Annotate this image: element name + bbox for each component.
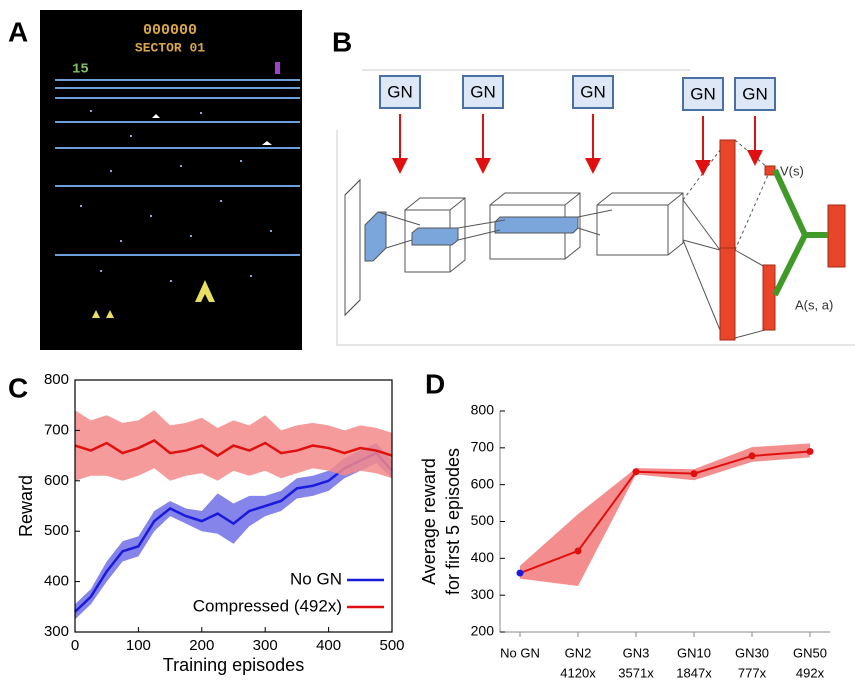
x-tick-sublabel: 4120x bbox=[560, 665, 596, 680]
y-tick-label: 800 bbox=[44, 371, 69, 388]
panel-label: C bbox=[8, 372, 28, 403]
x-tick-label: 300 bbox=[253, 637, 278, 654]
sector: SECTOR 01 bbox=[135, 40, 205, 55]
icon bbox=[275, 62, 280, 74]
chart: 200 300 400 500 600 700 800 No GN GN2 4120x GN3 357… bbox=[419, 402, 830, 680]
y-tick-label: 300 bbox=[471, 586, 495, 602]
player-ship bbox=[195, 280, 215, 302]
y-tick-label: 200 bbox=[471, 623, 495, 639]
layers bbox=[344, 139, 769, 339]
x-tick-label: 200 bbox=[189, 637, 214, 654]
y-axis-label: for first 5 episodes bbox=[443, 448, 463, 595]
reserve-ships bbox=[92, 310, 114, 318]
y-tick-label: 500 bbox=[44, 522, 69, 539]
gn-label: GN bbox=[742, 84, 768, 103]
x-tick-sublabel: 492x bbox=[796, 665, 825, 680]
legend-label: Compressed (492x) bbox=[193, 596, 342, 615]
error-band bbox=[520, 443, 810, 586]
enemy bbox=[152, 114, 160, 118]
lives: 15 bbox=[72, 62, 89, 78]
gn-boxes: GN GN GN GN GN bbox=[379, 75, 776, 111]
x-tick-label: GN30 bbox=[735, 645, 769, 660]
y-axis-label: Average reward bbox=[419, 458, 439, 585]
fc-layers bbox=[719, 139, 846, 341]
x-tick-label: GN10 bbox=[677, 645, 711, 660]
point bbox=[690, 470, 698, 478]
series-line bbox=[519, 450, 811, 575]
advantage-label: A(s, a) bbox=[795, 297, 833, 312]
y-tick-label: 700 bbox=[471, 439, 495, 455]
legend-label: No GN bbox=[290, 569, 342, 588]
panel-label: D bbox=[425, 368, 445, 399]
x-tick-sublabel: 777x bbox=[738, 665, 767, 680]
panel-label: A bbox=[8, 16, 28, 47]
game-screen: 000000 SECTOR 01 15 bbox=[40, 10, 302, 350]
point bbox=[574, 547, 582, 555]
axes bbox=[499, 411, 830, 633]
y-tick-label: 400 bbox=[471, 549, 495, 565]
frame bbox=[336, 69, 855, 346]
x-tick-label: 100 bbox=[126, 637, 151, 654]
y-axis-label: Reward bbox=[16, 475, 36, 537]
gn-arrows bbox=[392, 114, 763, 176]
y-tick-label: 700 bbox=[44, 421, 69, 438]
y-tick-label: 300 bbox=[44, 623, 69, 640]
x-tick-sublabel: 1847x bbox=[676, 665, 712, 680]
gn-label: GN bbox=[387, 82, 413, 101]
x-axis-label: Training episodes bbox=[163, 655, 304, 675]
x-tick-label: GN2 bbox=[565, 645, 592, 660]
x-tick-sublabel: 3571x bbox=[618, 665, 654, 680]
series-line bbox=[74, 439, 393, 458]
x-tick-label: 0 bbox=[71, 637, 79, 654]
point bbox=[632, 468, 640, 476]
x-tick-label: No GN bbox=[500, 645, 540, 660]
value-label: V(s) bbox=[780, 163, 804, 178]
y-tick-label: 500 bbox=[471, 512, 495, 528]
panel-label: B bbox=[332, 26, 352, 57]
network-diagram: V(s) A(s, a) GN GN GN GN GN bbox=[336, 69, 855, 346]
plot-frame bbox=[74, 379, 393, 633]
point bbox=[516, 569, 524, 577]
beams bbox=[55, 79, 300, 256]
x-tick-label: 500 bbox=[379, 637, 404, 654]
score: 000000 bbox=[143, 22, 197, 39]
gn-label: GN bbox=[690, 84, 716, 103]
y-tick-label: 600 bbox=[471, 475, 495, 491]
screen bbox=[40, 10, 302, 350]
x-tick-label: GN50 bbox=[793, 645, 827, 660]
y-tick-label: 800 bbox=[471, 402, 495, 418]
dueling-merge bbox=[772, 168, 828, 297]
gn-label: GN bbox=[580, 82, 606, 101]
y-tick-label: 400 bbox=[44, 573, 69, 590]
point bbox=[748, 452, 756, 460]
enemy bbox=[262, 141, 272, 145]
y-tick-label: 600 bbox=[44, 472, 69, 489]
gn-label: GN bbox=[470, 82, 496, 101]
x-tick-label: GN3 bbox=[623, 645, 650, 660]
chart: 300 400 500 600 700 800 0 100 200 300 400 500 Traini… bbox=[16, 371, 405, 675]
stars bbox=[80, 110, 272, 282]
point bbox=[806, 448, 814, 456]
x-tick-label: 400 bbox=[316, 637, 341, 654]
